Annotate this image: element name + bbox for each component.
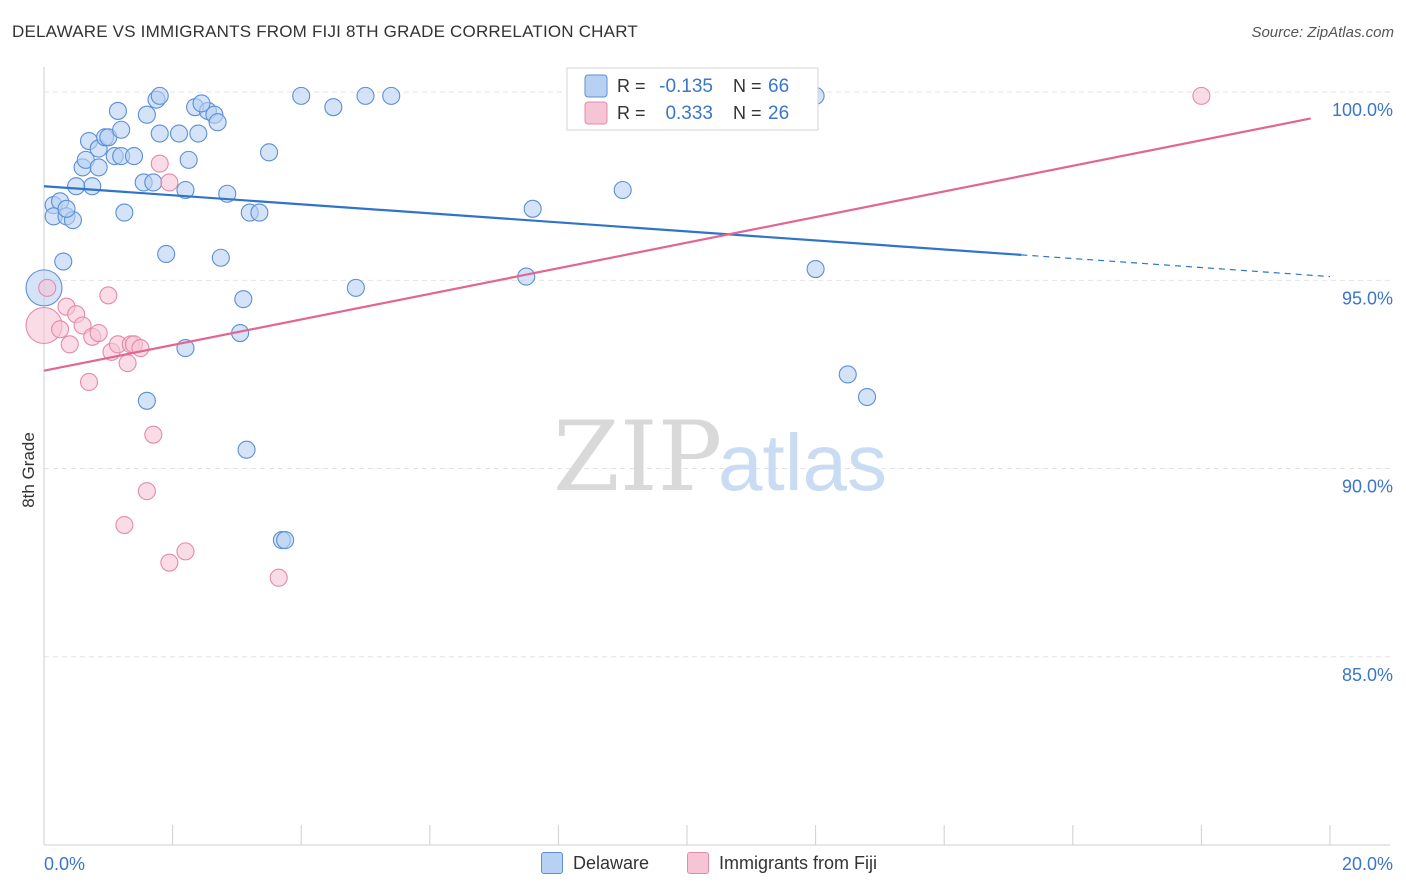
trend-line-fiji <box>43 117 1311 372</box>
tick-labels: 100.0% 95.0% 90.0% 85.0% 0.0% 20.0% <box>44 100 1393 874</box>
y-tick-label: 90.0% <box>1342 477 1393 497</box>
y-axis-label: 8th Grade <box>19 432 38 508</box>
fiji-point[interactable] <box>118 354 137 373</box>
delaware-point[interactable] <box>234 290 253 309</box>
delaware-point[interactable] <box>523 199 542 218</box>
fiji-point[interactable] <box>38 278 57 297</box>
delaware-point[interactable] <box>208 113 227 132</box>
trend-line-extension <box>1021 254 1331 278</box>
delaware-point[interactable] <box>189 124 208 143</box>
delaware-point[interactable] <box>144 173 163 192</box>
watermark-zip: ZIP <box>553 401 722 513</box>
delaware-point[interactable] <box>89 158 108 177</box>
delaware-point[interactable] <box>259 143 279 162</box>
r-label: R = <box>617 103 646 123</box>
gridlines <box>44 91 1390 658</box>
delaware-point[interactable] <box>83 177 102 196</box>
delaware-point[interactable] <box>124 147 144 166</box>
delaware-point[interactable] <box>356 86 375 105</box>
fiji-point[interactable] <box>269 568 288 587</box>
fiji-point[interactable] <box>160 553 179 572</box>
stats-swatch <box>584 74 608 98</box>
stats-swatch <box>584 101 608 125</box>
delaware-point[interactable] <box>179 150 198 169</box>
y-tick-label: 85.0% <box>1342 665 1393 685</box>
fiji-point[interactable] <box>160 173 179 192</box>
fiji-point[interactable] <box>99 286 118 305</box>
delaware-point[interactable] <box>250 203 269 222</box>
trend-lines <box>43 117 1331 372</box>
delaware-point[interactable] <box>150 124 169 143</box>
stats-legend: R = -0.135 N = 66 R = 0.333 N = 26 <box>566 67 819 131</box>
delaware-point[interactable] <box>276 531 295 550</box>
fiji-point[interactable] <box>51 320 70 339</box>
trend-line-delaware <box>43 185 1022 256</box>
delaware-point[interactable] <box>382 86 401 105</box>
delaware-point[interactable] <box>292 86 311 105</box>
y-tick-label: 100.0% <box>1332 100 1393 120</box>
delaware-point[interactable] <box>112 120 131 139</box>
legend-label-delaware: Delaware <box>573 852 650 873</box>
delaware-point[interactable] <box>150 86 169 105</box>
fiji-point[interactable] <box>150 154 169 173</box>
x-tick-label: 20.0% <box>1342 854 1393 874</box>
chart-title: DELAWARE VS IMMIGRANTS FROM FIJI 8TH GRA… <box>12 22 638 41</box>
fiji-point[interactable] <box>60 335 79 354</box>
legend-item-delaware[interactable]: Delaware <box>541 852 649 874</box>
delaware-point[interactable] <box>324 98 343 117</box>
fiji-point[interactable] <box>137 482 156 501</box>
watermark-atlas: atlas <box>718 418 887 507</box>
delaware-point[interactable] <box>192 94 211 113</box>
delaware-point[interactable] <box>67 177 86 196</box>
legend-swatch-fiji <box>687 852 709 874</box>
fiji-point[interactable] <box>89 323 108 343</box>
fiji-point[interactable] <box>79 372 99 392</box>
delaware-point[interactable] <box>169 124 189 143</box>
delaware-point[interactable] <box>115 203 134 222</box>
r-label: R = <box>617 76 646 96</box>
delaware-point[interactable] <box>237 440 256 459</box>
n-value: 66 <box>768 76 789 97</box>
delaware-point[interactable] <box>137 391 156 410</box>
stats-legend-box <box>566 67 819 131</box>
delaware-point[interactable] <box>211 248 230 267</box>
legend-swatch-delaware <box>541 852 563 874</box>
data-points <box>25 86 1211 587</box>
n-label: N = <box>733 76 762 96</box>
fiji-point[interactable] <box>176 542 195 561</box>
n-value: 26 <box>768 103 789 124</box>
legend-item-fiji[interactable]: Immigrants from Fiji <box>687 852 877 874</box>
series-legend: Delaware Immigrants from Fiji <box>0 852 1406 876</box>
delaware-point[interactable] <box>137 105 156 124</box>
delaware-point[interactable] <box>857 387 877 407</box>
axes <box>43 67 1390 846</box>
delaware-point[interactable] <box>613 180 632 200</box>
fiji-point[interactable] <box>144 425 163 444</box>
fiji-point[interactable] <box>131 339 150 358</box>
delaware-point[interactable] <box>806 259 825 279</box>
delaware-point[interactable] <box>108 101 127 120</box>
fiji-point[interactable] <box>1192 86 1211 105</box>
r-value: -0.135 <box>659 76 713 97</box>
source-label: Source: ZipAtlas.com <box>1251 24 1394 41</box>
fiji-point[interactable] <box>115 515 134 535</box>
delaware-point[interactable] <box>176 180 195 200</box>
delaware-point[interactable] <box>346 278 365 297</box>
x-tick-label: 0.0% <box>44 854 85 874</box>
delaware-point[interactable] <box>54 252 73 271</box>
n-label: N = <box>733 103 762 123</box>
delaware-point[interactable] <box>838 365 857 384</box>
y-tick-label: 95.0% <box>1342 288 1393 308</box>
legend-label-fiji: Immigrants from Fiji <box>719 852 878 873</box>
delaware-point[interactable] <box>157 244 176 264</box>
delaware-point[interactable] <box>57 199 76 218</box>
r-value: 0.333 <box>665 103 713 124</box>
